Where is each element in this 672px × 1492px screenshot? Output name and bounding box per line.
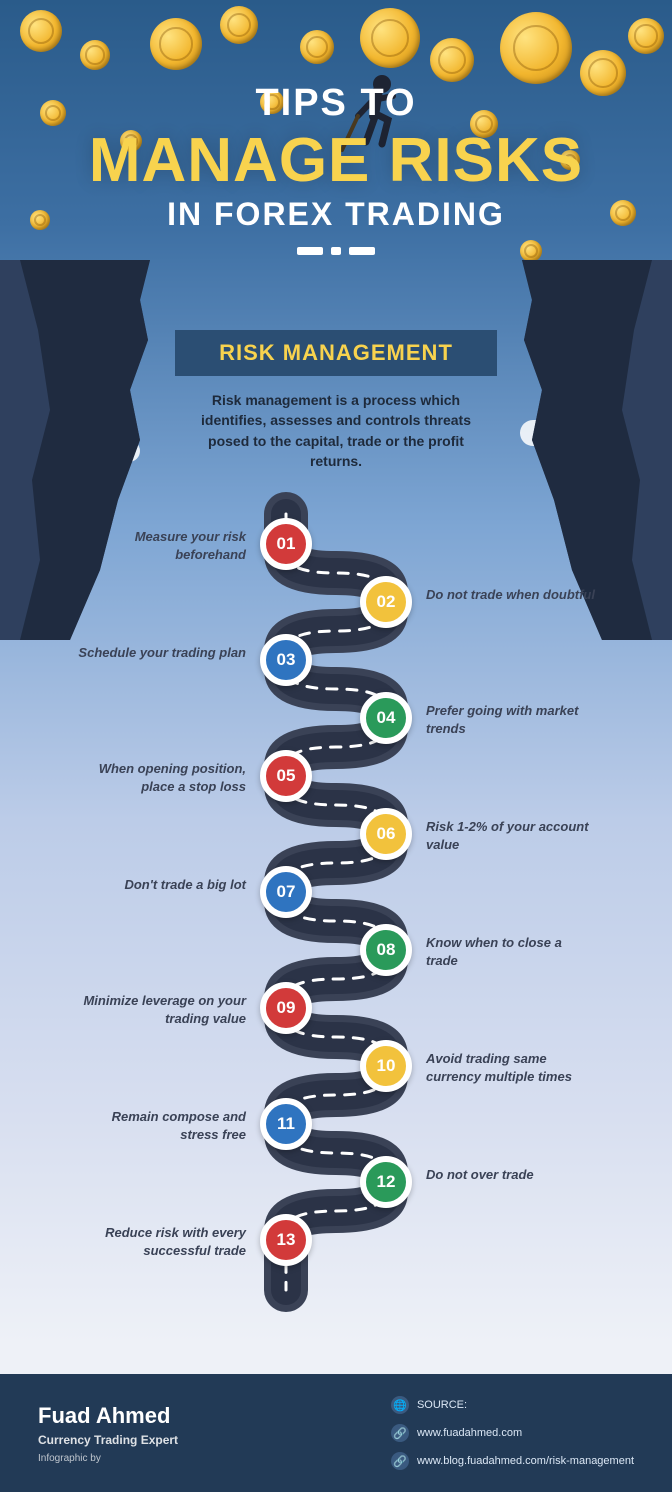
step-node-11: 11 bbox=[260, 1098, 312, 1150]
step-node-13: 13 bbox=[260, 1214, 312, 1266]
step-node-07: 07 bbox=[260, 866, 312, 918]
coin-icon bbox=[430, 38, 474, 82]
step-node-08: 08 bbox=[360, 924, 412, 976]
coin-icon bbox=[628, 18, 664, 54]
title-line-3: IN FOREX TRADING bbox=[0, 196, 672, 233]
tip-label-11: Remain compose and stress free bbox=[76, 1108, 246, 1143]
tip-label-05: When opening position, place a stop loss bbox=[76, 760, 246, 795]
coin-icon bbox=[360, 8, 420, 68]
tip-label-10: Avoid trading same currency multiple tim… bbox=[426, 1050, 596, 1085]
tip-label-08: Know when to close a trade bbox=[426, 934, 596, 969]
intro-box: RISK MANAGEMENT Risk management is a pro… bbox=[175, 330, 497, 489]
step-node-12: 12 bbox=[360, 1156, 412, 1208]
footer-link-1: 🔗 www.fuadahmed.com bbox=[391, 1424, 634, 1442]
step-node-06: 06 bbox=[360, 808, 412, 860]
step-node-05: 05 bbox=[260, 750, 312, 802]
link-icon: 🔗 bbox=[391, 1452, 409, 1470]
road-svg bbox=[106, 520, 566, 1340]
title-block: TIPS TO MANAGE RISKS IN FOREX TRADING bbox=[0, 82, 672, 255]
source-row: 🌐 SOURCE: bbox=[391, 1396, 634, 1414]
author-role: Currency Trading Expert bbox=[38, 1433, 391, 1447]
infographic-by-label: Infographic by bbox=[38, 1453, 391, 1464]
tip-label-04: Prefer going with market trends bbox=[426, 702, 596, 737]
title-decoration bbox=[0, 247, 672, 255]
source-label: SOURCE: bbox=[417, 1399, 467, 1411]
title-line-1: TIPS TO bbox=[0, 82, 672, 125]
step-node-04: 04 bbox=[360, 692, 412, 744]
tip-label-03: Schedule your trading plan bbox=[76, 644, 246, 662]
tip-label-02: Do not trade when doubtful bbox=[426, 586, 596, 604]
step-node-01: 01 bbox=[260, 518, 312, 570]
coin-icon bbox=[300, 30, 334, 64]
step-node-02: 02 bbox=[360, 576, 412, 628]
coin-icon bbox=[20, 10, 62, 52]
tip-label-06: Risk 1-2% of your account value bbox=[426, 818, 596, 853]
step-node-03: 03 bbox=[260, 634, 312, 686]
tip-label-07: Don't trade a big lot bbox=[76, 876, 246, 894]
intro-body: Risk management is a process which ident… bbox=[175, 376, 497, 489]
coin-icon bbox=[80, 40, 110, 70]
intro-heading: RISK MANAGEMENT bbox=[189, 340, 483, 366]
footer: Fuad Ahmed Currency Trading Expert Infog… bbox=[0, 1374, 672, 1492]
tip-label-01: Measure your risk beforehand bbox=[76, 528, 246, 563]
road-container: 01020304050607080910111213 Measure your … bbox=[106, 520, 566, 1340]
footer-link-2: 🔗 www.blog.fuadahmed.com/risk-management bbox=[391, 1452, 634, 1470]
intro-heading-band: RISK MANAGEMENT bbox=[175, 330, 497, 376]
tip-label-13: Reduce risk with every successful trade bbox=[76, 1224, 246, 1259]
title-line-2: MANAGE RISKS bbox=[0, 125, 672, 196]
tip-label-12: Do not over trade bbox=[426, 1166, 596, 1184]
tip-label-09: Minimize leverage on your trading value bbox=[76, 992, 246, 1027]
author-name: Fuad Ahmed bbox=[38, 1403, 391, 1429]
coin-icon bbox=[220, 6, 258, 44]
coin-icon bbox=[500, 12, 572, 84]
link-icon: 🔗 bbox=[391, 1424, 409, 1442]
step-node-09: 09 bbox=[260, 982, 312, 1034]
globe-icon: 🌐 bbox=[391, 1396, 409, 1414]
coin-icon bbox=[150, 18, 202, 70]
step-node-10: 10 bbox=[360, 1040, 412, 1092]
